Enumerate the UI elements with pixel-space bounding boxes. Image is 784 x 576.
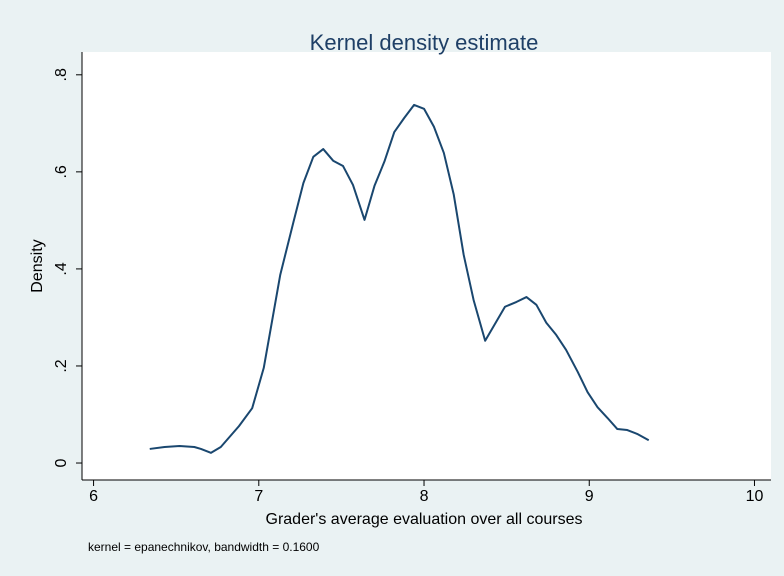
chart-title: Kernel density estimate (310, 30, 539, 55)
x-tick-label: 6 (89, 488, 98, 505)
note: kernel = epanechnikov, bandwidth = 0.160… (88, 540, 320, 554)
y-tick-label: .4 (53, 262, 70, 275)
plot-area (82, 52, 771, 480)
x-tick-label: 9 (585, 488, 594, 505)
y-axis-label: Density (29, 239, 46, 292)
y-tick-label: .2 (53, 359, 70, 372)
y-tick-label: .6 (53, 165, 70, 178)
density-line (149, 103, 650, 454)
x-tick-label: 7 (254, 488, 263, 505)
x-axis-label: Grader's average evaluation over all cou… (266, 511, 583, 528)
x-tick-label: 10 (746, 488, 764, 505)
x-tick-label: 8 (420, 488, 429, 505)
y-tick-label: .8 (53, 68, 70, 81)
y-tick-label: 0 (53, 458, 70, 467)
